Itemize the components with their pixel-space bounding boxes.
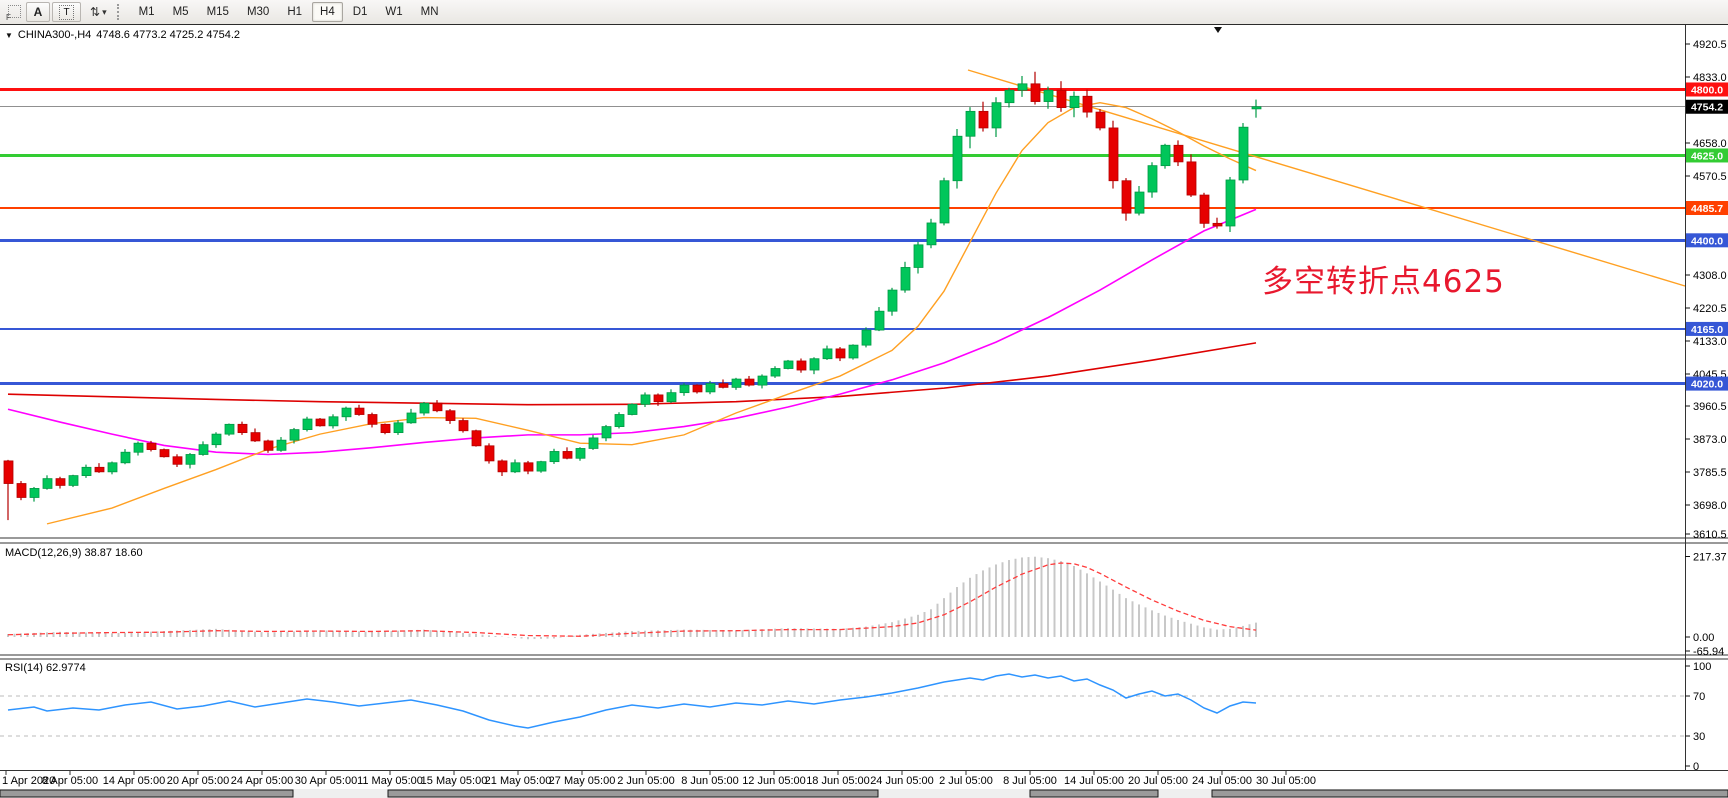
svg-text:24 Jun 05:00: 24 Jun 05:00 bbox=[870, 775, 934, 787]
macd-panel[interactable]: 217.37 0.00 -65.94 bbox=[7, 552, 1727, 658]
svg-text:3785.5: 3785.5 bbox=[1693, 467, 1727, 479]
timeframe-button-w1[interactable]: W1 bbox=[377, 2, 410, 22]
svg-text:4165.0: 4165.0 bbox=[1691, 324, 1723, 336]
svg-text:24 Jul 05:00: 24 Jul 05:00 bbox=[1192, 775, 1252, 787]
svg-text:30 Jul 05:00: 30 Jul 05:00 bbox=[1256, 775, 1316, 787]
main-price-axis: 4920.5 4833.0 4658.0 4570.5 4308.0 4220.5 4133… bbox=[1685, 39, 1727, 541]
symbol-collapse-icon[interactable]: ▼ bbox=[5, 30, 13, 40]
svg-text:2 Jul 05:00: 2 Jul 05:00 bbox=[939, 775, 993, 787]
horizontal-scrollbar[interactable] bbox=[0, 789, 1728, 798]
svg-text:2 Jun 05:00: 2 Jun 05:00 bbox=[617, 775, 675, 787]
price-badge-4625.0: 4625.0 bbox=[1686, 148, 1728, 163]
svg-text:0: 0 bbox=[1693, 761, 1699, 773]
svg-text:15 May 05:00: 15 May 05:00 bbox=[421, 775, 488, 787]
svg-text:30: 30 bbox=[1693, 731, 1705, 743]
svg-text:12 Jun 05:00: 12 Jun 05:00 bbox=[742, 775, 806, 787]
timeframe-button-h4[interactable]: H4 bbox=[312, 2, 343, 22]
chinese-annotation: 多空转折点4625 bbox=[1262, 264, 1505, 300]
svg-text:4920.5: 4920.5 bbox=[1693, 39, 1727, 51]
grid-f-icon[interactable]: F bbox=[6, 4, 22, 22]
svg-text:3698.0: 3698.0 bbox=[1693, 500, 1727, 512]
svg-text:30 Apr 05:00: 30 Apr 05:00 bbox=[295, 775, 357, 787]
text-label-tool-button[interactable]: T bbox=[52, 2, 81, 22]
svg-text:4485.7: 4485.7 bbox=[1691, 203, 1723, 215]
svg-text:-65.94: -65.94 bbox=[1693, 646, 1724, 658]
symbol-period-label: CHINA300-,H4 bbox=[17, 29, 92, 41]
svg-text:11 May 05:00: 11 May 05:00 bbox=[357, 775, 423, 787]
svg-text:1 Apr 2020: 1 Apr 2020 bbox=[2, 775, 55, 787]
svg-text:70: 70 bbox=[1693, 691, 1705, 703]
svg-text:4800.0: 4800.0 bbox=[1691, 84, 1723, 96]
timeframe-button-m1[interactable]: M1 bbox=[131, 2, 163, 22]
macd-indicator-label: MACD(12,26,9) 38.87 18.60 bbox=[5, 547, 143, 559]
svg-text:3610.5: 3610.5 bbox=[1693, 529, 1727, 541]
svg-text:4658.0: 4658.0 bbox=[1693, 138, 1727, 150]
timeframe-button-h1[interactable]: H1 bbox=[279, 2, 310, 22]
rsi-panel[interactable]: 100 70 30 0 bbox=[0, 661, 1711, 773]
timeframe-button-mn[interactable]: MN bbox=[413, 2, 447, 22]
svg-text:14 Jul 05:00: 14 Jul 05:00 bbox=[1064, 775, 1124, 787]
svg-text:4308.0: 4308.0 bbox=[1693, 270, 1727, 282]
svg-text:4133.0: 4133.0 bbox=[1693, 336, 1727, 348]
svg-text:0.00: 0.00 bbox=[1693, 632, 1714, 644]
svg-text:4570.5: 4570.5 bbox=[1693, 171, 1727, 183]
svg-text:8 Apr 05:00: 8 Apr 05:00 bbox=[42, 775, 98, 787]
timeframe-button-m5[interactable]: M5 bbox=[165, 2, 197, 22]
chevron-down-icon: ▾ bbox=[102, 6, 107, 17]
svg-text:217.37: 217.37 bbox=[1693, 552, 1727, 564]
svg-text:4625.0: 4625.0 bbox=[1691, 150, 1723, 162]
chart-canvas[interactable]: 4920.5 4833.0 4658.0 4570.5 4308.0 4220.5 4133… bbox=[0, 25, 1728, 798]
price-badge-4800.0: 4800.0 bbox=[1686, 82, 1728, 97]
price-badge-4020.0: 4020.0 bbox=[1686, 376, 1728, 391]
svg-text:4400.0: 4400.0 bbox=[1691, 235, 1723, 247]
svg-text:3873.0: 3873.0 bbox=[1693, 434, 1727, 446]
svg-text:24 Apr 05:00: 24 Apr 05:00 bbox=[231, 775, 293, 787]
price-badge-4165.0: 4165.0 bbox=[1686, 321, 1728, 336]
rsi-indicator-label: RSI(14) 62.9774 bbox=[5, 662, 86, 674]
svg-text:4220.5: 4220.5 bbox=[1693, 303, 1727, 315]
timeframe-button-m30[interactable]: M30 bbox=[239, 2, 277, 22]
svg-text:8 Jun 05:00: 8 Jun 05:00 bbox=[681, 775, 739, 787]
svg-text:4754.2: 4754.2 bbox=[1691, 102, 1723, 114]
ohlc-values: 4748.6 4773.2 4725.2 4754.2 bbox=[96, 29, 241, 41]
svg-text:14 Apr 05:00: 14 Apr 05:00 bbox=[103, 775, 165, 787]
toolbar-separator bbox=[116, 4, 126, 20]
chart-shift-marker[interactable] bbox=[1214, 27, 1222, 33]
arrows-icon: ⇅ bbox=[90, 5, 101, 19]
svg-text:20 Apr 05:00: 20 Apr 05:00 bbox=[167, 775, 229, 787]
timeframe-button-m15[interactable]: M15 bbox=[199, 2, 237, 22]
chart-legend: ▼ CHINA300-,H4 4748.6 4773.2 4725.2 4754… bbox=[5, 29, 240, 41]
timeframe-button-group: M1 M5 M15 M30 H1 H4 D1 W1 MN bbox=[130, 2, 448, 22]
t-box-icon: T bbox=[59, 4, 74, 20]
price-badge-4485.7: 4485.7 bbox=[1686, 200, 1728, 215]
svg-text:18 Jun 05:00: 18 Jun 05:00 bbox=[806, 775, 870, 787]
svg-text:27 May 05:00: 27 May 05:00 bbox=[549, 775, 616, 787]
svg-text:4020.0: 4020.0 bbox=[1691, 379, 1723, 391]
svg-text:100: 100 bbox=[1693, 661, 1711, 673]
price-badge-4400.0: 4400.0 bbox=[1686, 233, 1728, 248]
svg-text:8 Jul 05:00: 8 Jul 05:00 bbox=[1003, 775, 1057, 787]
candlestick-series bbox=[3, 71, 1262, 521]
svg-text:21 May 05:00: 21 May 05:00 bbox=[485, 775, 552, 787]
panel-borders bbox=[0, 25, 1728, 771]
price-badge-4754.2: 4754.2 bbox=[1686, 99, 1728, 114]
svg-text:20 Jul 05:00: 20 Jul 05:00 bbox=[1128, 775, 1188, 787]
timeframe-button-d1[interactable]: D1 bbox=[345, 2, 376, 22]
text-a-button[interactable]: A bbox=[26, 2, 50, 22]
svg-text:3960.5: 3960.5 bbox=[1693, 401, 1727, 413]
price-level-lines bbox=[0, 87, 1685, 386]
svg-text:4833.0: 4833.0 bbox=[1693, 72, 1727, 84]
arrow-tools-button[interactable]: ⇅ ▾ bbox=[83, 2, 114, 22]
mt4-toolbar: F A T ⇅ ▾ M1 M5 M15 M30 H1 H4 D1 W1 MN bbox=[0, 0, 1728, 25]
